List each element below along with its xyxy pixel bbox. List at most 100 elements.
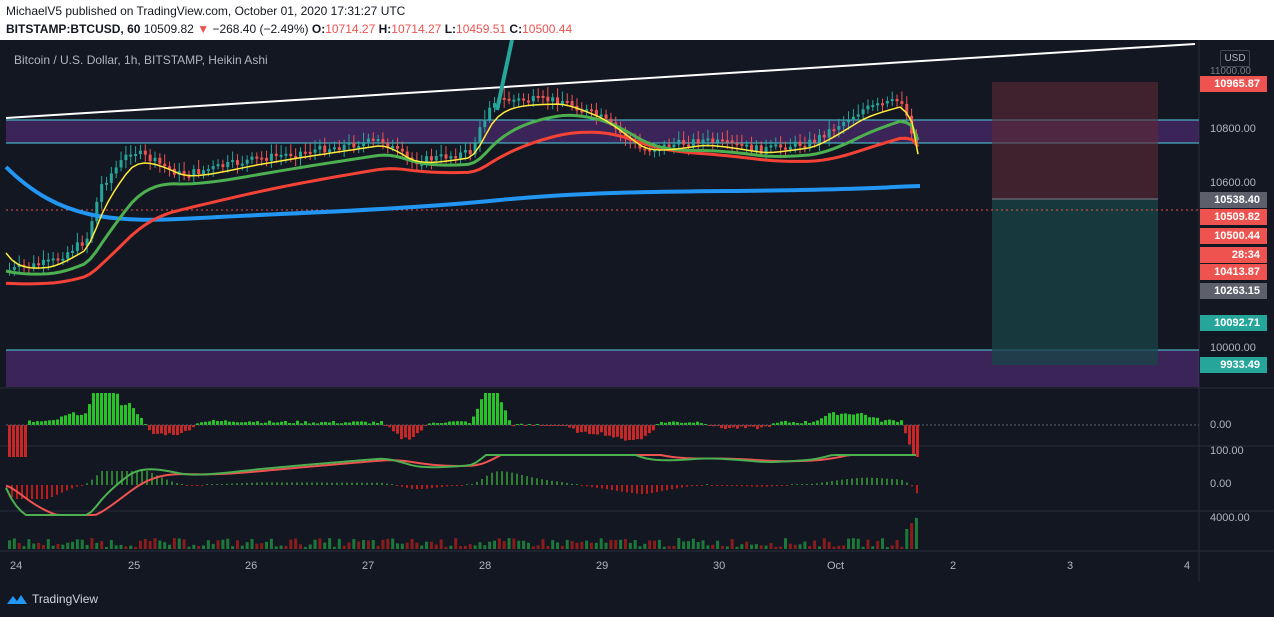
- candle-body: [769, 145, 773, 148]
- macd-histogram-bar: [676, 485, 678, 489]
- volume-bar: [488, 541, 492, 549]
- candle-body: [352, 142, 356, 148]
- oscillator-bar: [464, 421, 467, 425]
- volume-bar: [546, 546, 550, 549]
- oscillator-bar: [524, 425, 527, 426]
- tradingview-logo[interactable]: TradingView: [6, 592, 98, 606]
- oscillator-bar: [592, 425, 595, 435]
- macd-histogram-bar: [241, 483, 243, 485]
- price-change: −268.40 (−2.49%): [212, 22, 309, 36]
- macd-histogram-bar: [511, 472, 513, 485]
- candle-body: [449, 156, 453, 159]
- price-badge: 10538.40: [1200, 192, 1267, 208]
- candle-body: [80, 242, 84, 246]
- candle-body: [429, 156, 433, 161]
- volume-bar: [439, 539, 443, 549]
- oscillator-axis-label: 0.00: [1210, 419, 1232, 431]
- macd-histogram-bar: [391, 484, 393, 485]
- oscillator-bar: [24, 425, 27, 457]
- oscillator-bar: [612, 425, 615, 438]
- oscillator-bar: [756, 425, 759, 430]
- volume-bar: [556, 542, 560, 549]
- volume-bar: [585, 540, 589, 549]
- volume-bar: [362, 540, 366, 549]
- macd-histogram-bar: [86, 483, 88, 485]
- volume-bar: [866, 539, 870, 549]
- macd-histogram-bar: [206, 484, 208, 485]
- candle-body: [798, 141, 802, 146]
- volume-bar: [332, 546, 336, 549]
- candle-body: [507, 98, 511, 101]
- candle-body: [269, 153, 273, 161]
- oscillator-bar: [656, 424, 659, 425]
- candle-body: [585, 109, 589, 112]
- candle-body: [754, 145, 758, 152]
- volume-bar: [279, 545, 283, 549]
- volume-bar: [788, 543, 792, 549]
- oscillator-bar: [332, 421, 335, 425]
- volume-bar: [730, 539, 734, 549]
- oscillator-bar: [768, 425, 771, 427]
- oscillator-bar: [296, 420, 299, 425]
- oscillator-bar: [836, 414, 839, 425]
- candle-body: [730, 140, 734, 144]
- volume-bar: [425, 541, 429, 549]
- oscillator-bar: [680, 422, 683, 425]
- currency-button[interactable]: USD: [1220, 50, 1250, 67]
- volume-bar: [590, 542, 593, 549]
- oscillator-bar: [228, 421, 231, 425]
- volume-bar: [216, 540, 220, 549]
- macd-histogram-bar: [461, 485, 463, 486]
- candle-body: [420, 163, 424, 166]
- oscillator-bar: [760, 425, 763, 428]
- oscillator-bar: [400, 425, 403, 440]
- oscillator-bar: [664, 422, 667, 425]
- volume-bar: [90, 538, 94, 549]
- oscillator-bar: [264, 422, 267, 425]
- volume-bar: [454, 538, 458, 549]
- volume-bar: [109, 540, 113, 549]
- oscillator-bar: [840, 413, 843, 425]
- candle-body: [895, 99, 899, 102]
- volume-bar: [463, 545, 467, 549]
- oscillator-bar: [776, 422, 779, 425]
- volume-bar: [143, 539, 147, 549]
- macd-histogram-bar: [831, 481, 833, 485]
- volume-bar: [17, 543, 21, 549]
- candle-body: [37, 263, 41, 266]
- volume-bar: [12, 538, 16, 549]
- volume-bar: [119, 544, 123, 549]
- macd-histogram-bar: [266, 482, 268, 485]
- candle-body: [289, 153, 293, 157]
- candle-body: [885, 100, 889, 104]
- candle-body: [211, 166, 215, 170]
- candle-body: [197, 169, 201, 174]
- oscillator-bar: [200, 422, 203, 425]
- candle-body: [235, 160, 239, 165]
- time-axis-label: 29: [596, 560, 609, 572]
- candle-body: [517, 98, 521, 101]
- oscillator-bar: [496, 393, 499, 425]
- oscillator-bar: [580, 425, 583, 433]
- candle-body: [866, 105, 870, 110]
- macd-histogram-bar: [701, 485, 703, 486]
- oscillator-bar: [436, 423, 439, 425]
- macd-histogram-bar: [356, 482, 358, 485]
- macd-histogram-bar: [201, 485, 203, 486]
- oscillator-bar: [324, 421, 327, 425]
- price-chart[interactable]: [0, 40, 1274, 582]
- oscillator-bar: [240, 422, 243, 425]
- volume-bar: [37, 542, 41, 549]
- volume-bar: [653, 540, 657, 549]
- candle-body: [580, 110, 584, 113]
- oscillator-bar: [16, 425, 19, 457]
- oscillator-bar: [160, 425, 163, 434]
- macd-histogram-bar: [336, 482, 338, 485]
- oscillator-bar: [300, 423, 303, 425]
- volume-bar: [735, 546, 739, 549]
- volume-bar: [662, 546, 666, 549]
- volume-bar: [750, 544, 754, 549]
- oscillator-bar: [916, 425, 919, 457]
- macd-histogram-bar: [521, 474, 523, 485]
- oscillator-bar: [588, 425, 591, 435]
